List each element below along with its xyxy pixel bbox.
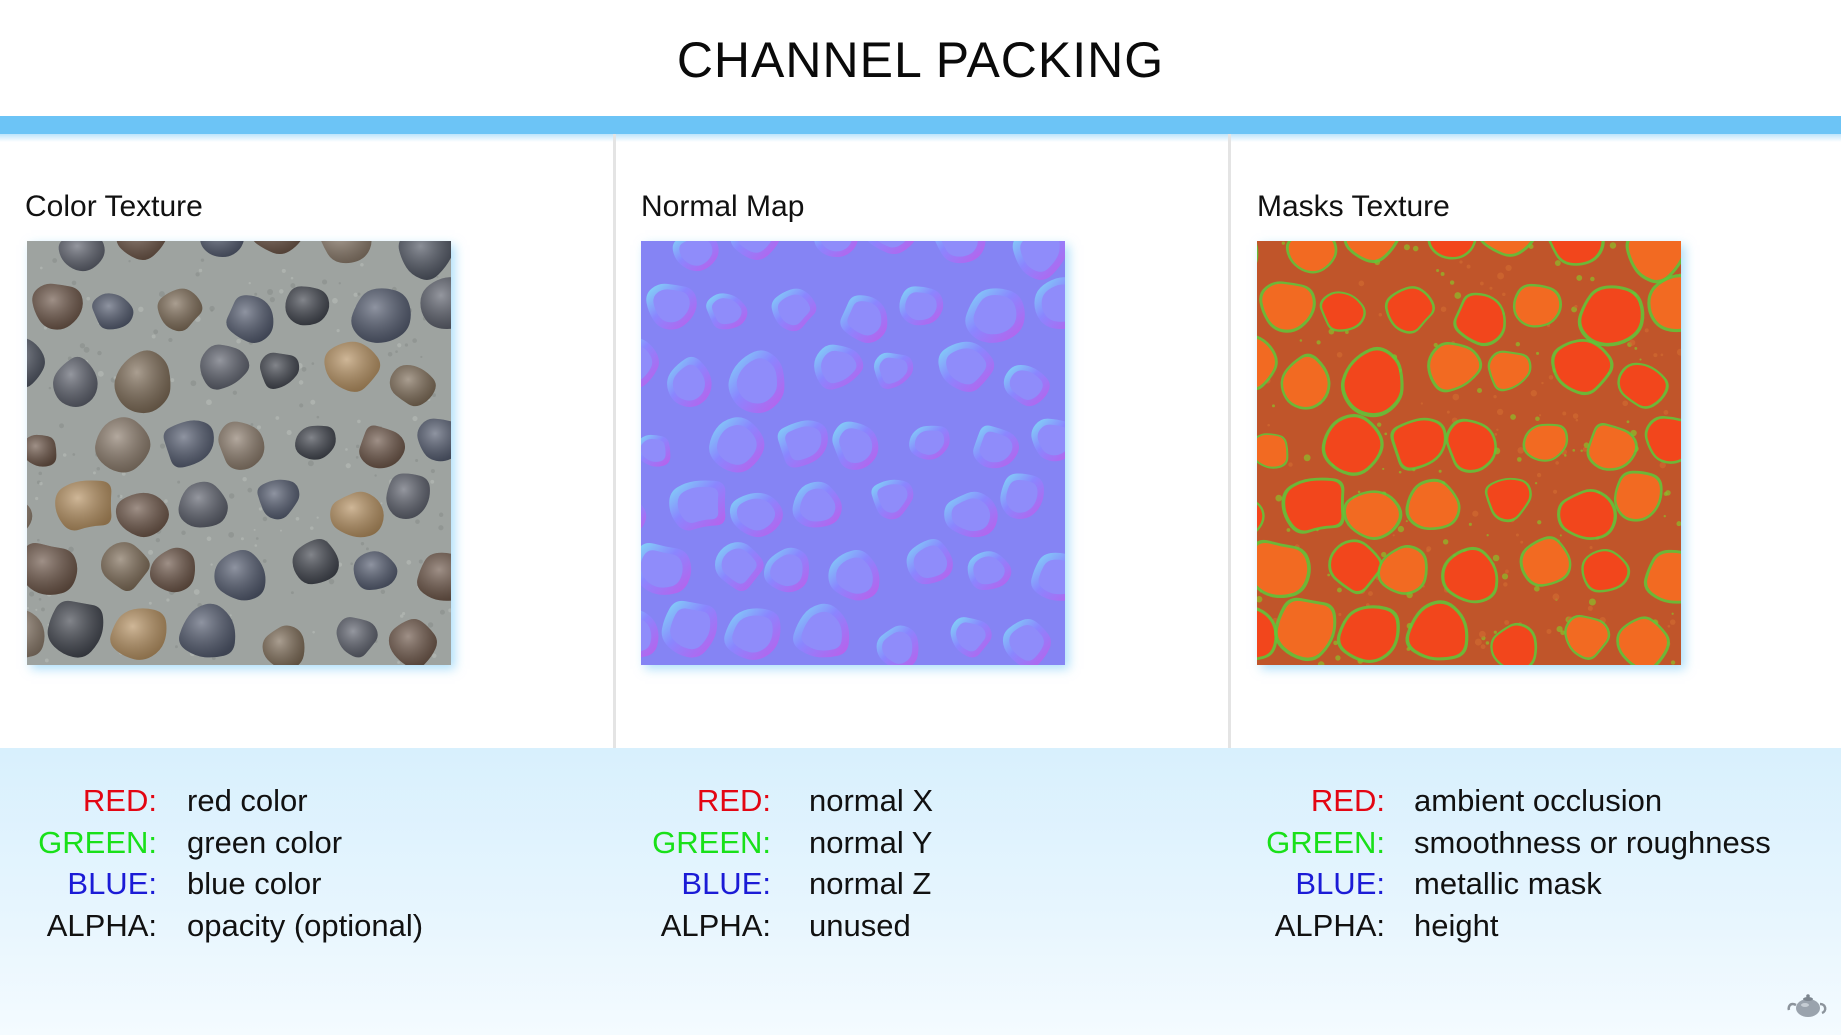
- legend-row: ALPHA: height: [1250, 905, 1771, 947]
- channel-key-blue: BLUE:: [681, 866, 771, 901]
- color-texture-image: [27, 241, 451, 665]
- channel-key-alpha: ALPHA:: [46, 907, 157, 943]
- legend-row: ALPHA: opacity (optional): [22, 905, 423, 947]
- slide-title: CHANNEL PACKING: [676, 32, 1165, 88]
- channel-value: height: [1414, 907, 1499, 943]
- channel-value: opacity (optional): [187, 907, 424, 943]
- channel-value: normal Y: [809, 824, 933, 860]
- channel-key-green: GREEN:: [38, 824, 157, 860]
- channel-value: green color: [187, 824, 343, 860]
- channel-value: blue color: [187, 866, 322, 901]
- legend-row: RED: normal X: [636, 780, 933, 822]
- channel-key-red: RED:: [1310, 783, 1385, 818]
- legend-row: RED: ambient occlusion: [1250, 780, 1771, 822]
- channel-value: ambient occlusion: [1414, 783, 1663, 818]
- normal-map-image: [641, 241, 1065, 665]
- cobblestone-color-texture-icon: [27, 241, 451, 665]
- legend-row: GREEN: smoothness or roughness: [1250, 822, 1771, 864]
- channel-value: red color: [187, 783, 308, 818]
- accent-stripe: [0, 116, 1841, 134]
- legend-row: GREEN: normal Y: [636, 822, 933, 864]
- channel-key-green: GREEN:: [652, 824, 771, 860]
- legend-row: RED: red color: [22, 780, 423, 822]
- channel-legend-color-texture: RED: red color GREEN: green color BLUE: …: [22, 780, 423, 946]
- panel-divider: [613, 134, 616, 748]
- channel-key-green: GREEN:: [1266, 824, 1385, 860]
- channel-legend-normal-map: RED: normal X GREEN: normal Y BLUE: norm…: [636, 780, 933, 946]
- channel-value: metallic mask: [1414, 866, 1602, 901]
- channel-key-red: RED:: [696, 783, 771, 818]
- channel-value: unused: [809, 907, 911, 943]
- channel-key-alpha: ALPHA:: [660, 907, 771, 943]
- legend-row: BLUE: normal Z: [636, 863, 933, 905]
- teapot-icon: [1787, 994, 1827, 1017]
- channel-value: normal X: [809, 783, 934, 818]
- panel-divider: [1228, 134, 1231, 748]
- channel-key-alpha: ALPHA:: [1274, 907, 1385, 943]
- legend-zone: [0, 748, 1841, 1035]
- cobblestone-normal-map-icon: [641, 241, 1065, 665]
- panel-label-normal-map: Normal Map: [641, 190, 805, 223]
- title-bar: CHANNEL PACKING: [0, 0, 1841, 116]
- panel-label-masks-texture: Masks Texture: [1257, 190, 1450, 223]
- panel-label-color-texture: Color Texture: [25, 190, 203, 223]
- channel-value: normal Z: [809, 866, 932, 901]
- legend-row: ALPHA: unused: [636, 905, 933, 947]
- channel-key-blue: BLUE:: [67, 866, 157, 901]
- accent-stripe-shadow: [0, 134, 1841, 142]
- legend-row: BLUE: blue color: [22, 863, 423, 905]
- legend-row: GREEN: green color: [22, 822, 423, 864]
- masks-texture-image: [1257, 241, 1681, 665]
- legend-row: BLUE: metallic mask: [1250, 863, 1771, 905]
- cobblestone-masks-texture-icon: [1257, 241, 1681, 665]
- channel-key-blue: BLUE:: [1295, 866, 1385, 901]
- channel-legend-masks-texture: RED: ambient occlusion GREEN: smoothness…: [1250, 780, 1771, 946]
- channel-value: smoothness or roughness: [1414, 824, 1771, 860]
- channel-key-red: RED:: [82, 783, 157, 818]
